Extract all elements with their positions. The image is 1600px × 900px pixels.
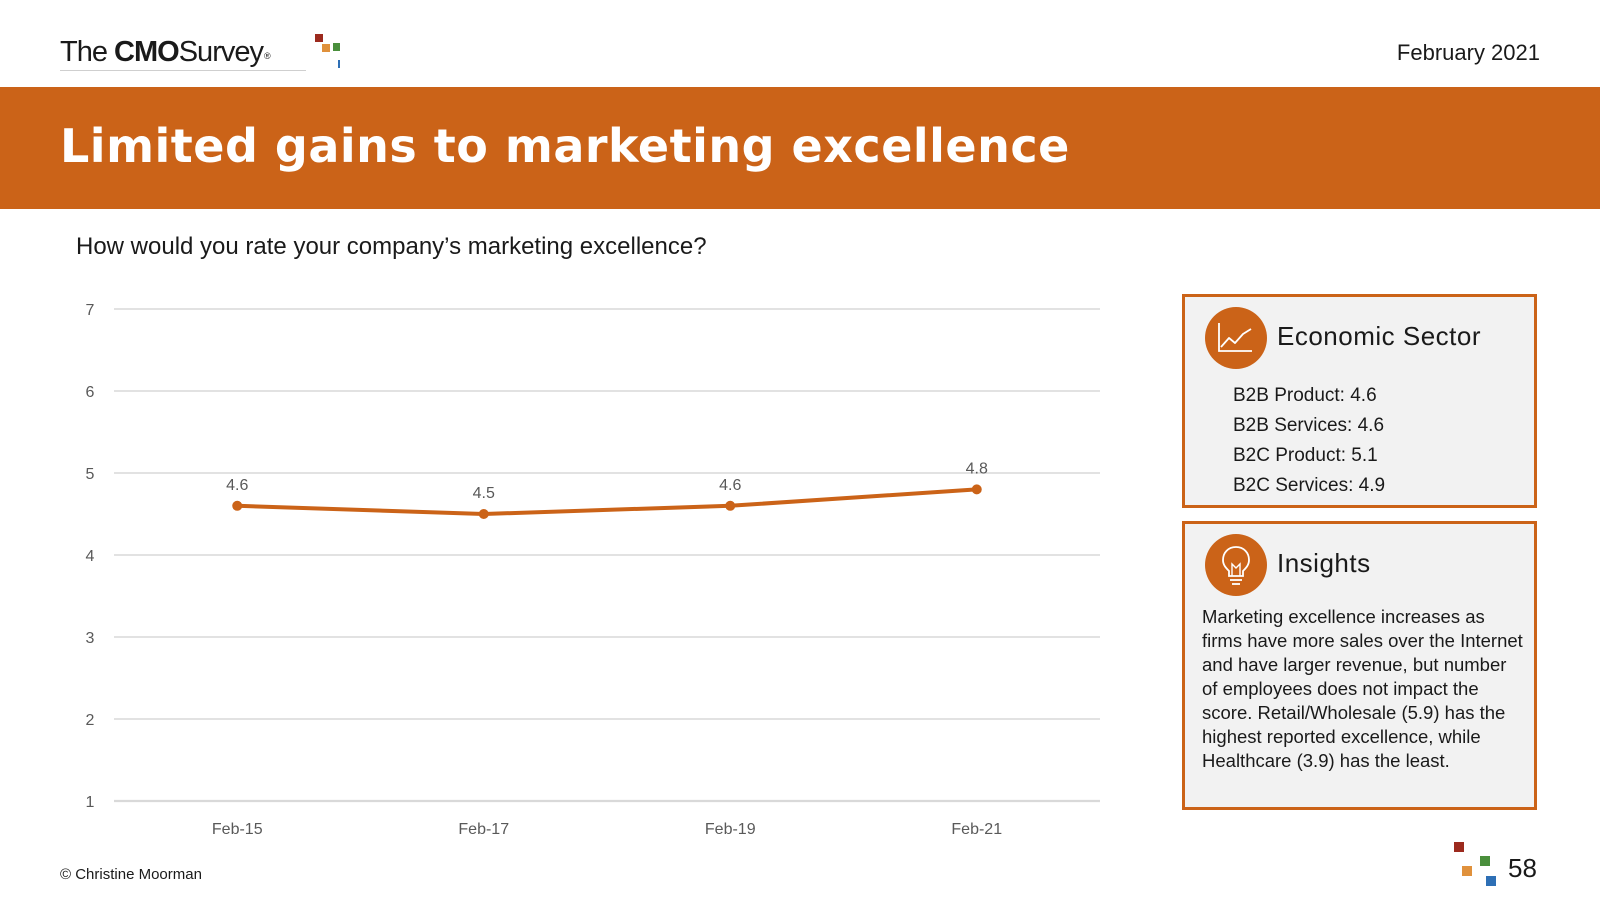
data-point: [725, 500, 736, 511]
logo-square-green: [333, 43, 340, 51]
registered-mark: ®: [263, 51, 271, 61]
logo-word-cmo: CMO: [114, 36, 180, 68]
insights-panel: Insights Marketing excellence increases …: [1182, 521, 1537, 810]
y-tick-label: 1: [86, 794, 95, 811]
footer-squares-icon: [1454, 842, 1496, 886]
logo-word-survey: Survey: [178, 36, 264, 68]
y-tick-label: 6: [86, 384, 95, 401]
y-tick-label: 2: [86, 712, 95, 729]
line-chart-icon-glyph: [1218, 323, 1252, 352]
data-point: [971, 484, 982, 495]
economic-sector-panel: Economic Sector B2B Product: 4.6 B2B Ser…: [1182, 294, 1537, 508]
x-tick-label: Feb-21: [951, 821, 1002, 838]
title-banner: Limited gains to marketing excellence: [0, 87, 1600, 209]
cmo-survey-logo: The CMOSurvey®: [60, 32, 340, 72]
data-label: 4.6: [719, 477, 741, 494]
copyright: © Christine Moorman: [60, 866, 202, 883]
page-number: 58: [1508, 853, 1537, 883]
line-chart: 1 2 3 4 5 6 7 Feb-15 Feb-17 Feb-19 Feb-21 4.6 4.5 4.6…: [60, 290, 1140, 850]
footer-square-red: [1454, 842, 1464, 852]
page-title: Limited gains to marketing excellence: [60, 119, 1070, 173]
report-date: February 2021: [1396, 40, 1540, 65]
lightbulb-icon: [1205, 534, 1267, 596]
data-point: [232, 500, 243, 511]
footer-square-blue: [1486, 876, 1496, 886]
y-tick-label: 7: [86, 302, 95, 319]
y-tick-label: 4: [86, 548, 95, 565]
footer-square-orange: [1462, 866, 1472, 876]
logo-underline: [60, 70, 306, 71]
insights-text: Marketing excellence increases as firms …: [1202, 606, 1523, 771]
x-tick-label: Feb-17: [458, 821, 509, 838]
x-tick-label: Feb-15: [212, 821, 263, 838]
logo-word-the: The: [60, 36, 108, 68]
sector-item-b2c-services: B2C Services: 4.9: [1233, 475, 1386, 496]
y-tick-label: 5: [86, 466, 95, 483]
logo-square-blue: [338, 60, 340, 68]
data-label: 4.5: [473, 485, 495, 502]
footer-square-green: [1480, 856, 1490, 866]
logo-wordmark: The CMOSurvey®: [60, 32, 271, 72]
sector-list: B2B Product: 4.6 B2B Services: 4.6 B2C P…: [1233, 381, 1385, 501]
logo-squares-icon: [315, 34, 340, 68]
data-point: [478, 509, 489, 519]
x-tick-label: Feb-19: [705, 821, 756, 838]
sector-item-b2b-product: B2B Product: 4.6: [1233, 385, 1377, 406]
line-chart-svg: 1 2 3 4 5 6 7 Feb-15 Feb-17 Feb-19 Feb-21 4.6 4.5 4.6…: [86, 302, 1100, 838]
lightbulb-icon-glyph: [1222, 546, 1250, 585]
data-label: 4.8: [966, 460, 988, 477]
insights-heading: Insights: [1277, 548, 1371, 578]
sector-item-b2c-product: B2C Product: 5.1: [1233, 445, 1378, 466]
data-label: 4.6: [226, 477, 248, 494]
series-line: [235, 487, 979, 516]
economic-sector-heading: Economic Sector: [1277, 321, 1482, 351]
y-tick-label: 3: [86, 630, 95, 647]
survey-question: How would you rate your company’s market…: [76, 233, 707, 260]
line-chart-icon: [1205, 307, 1267, 369]
logo-square-orange: [322, 44, 330, 52]
logo-square-red: [315, 34, 323, 42]
sector-item-b2b-services: B2B Services: 4.6: [1233, 415, 1385, 436]
